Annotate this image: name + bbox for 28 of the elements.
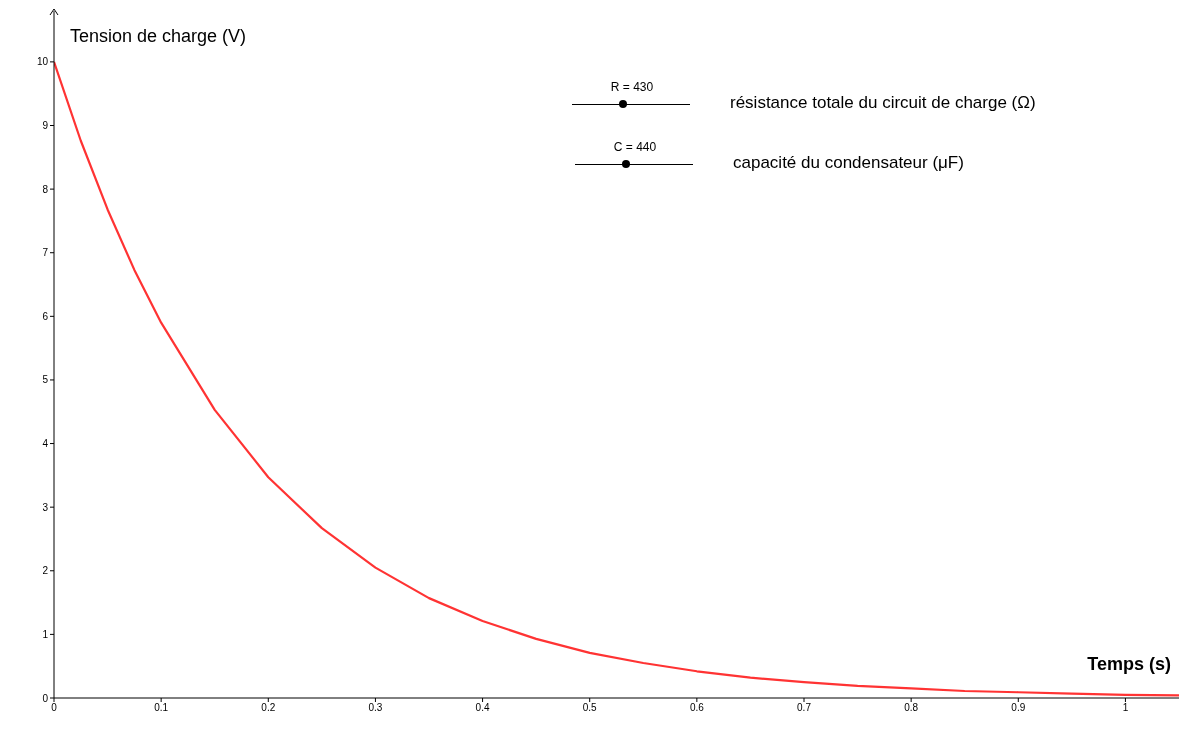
y-tick-label: 6 [42,310,49,322]
y-axis-title: Tension de charge (V) [70,26,247,47]
x-tick-label: 1 [1122,702,1129,714]
x-tick-label: 0.3 [368,702,383,714]
x-tick-label: 0.6 [689,702,705,714]
y-tick-label: 3 [42,501,49,513]
y-tick-label: 5 [42,374,49,386]
annotation: capacité du condensateur (μF) [733,153,964,173]
x-tick-label: 0.8 [904,702,919,714]
y-tick-label: 0 [42,692,49,704]
y-tick-label: 8 [42,183,49,195]
x-tick-label: 0.4 [475,702,490,714]
y-tick-label: 2 [42,565,49,577]
annotation: C = 440 [612,140,658,154]
y-tick-label: 1 [42,628,49,640]
annotation: résistance totale du circuit de charge (Ω) [730,93,1036,113]
y-tick-label: 7 [42,247,49,259]
x-tick-label: 0.5 [582,702,598,714]
x-tick-label: 0.1 [154,702,169,714]
x-tick-label: 0.9 [1011,702,1026,714]
x-tick-label: 0.7 [797,702,812,714]
y-tick-label: 4 [42,438,49,450]
y-tick-label: 9 [42,120,49,132]
x-tick-label: 0 [51,702,58,714]
x-axis-title: Temps (s) [1087,654,1171,675]
x-tick-label: 0.2 [261,702,276,714]
annotation: R = 430 [609,80,655,94]
y-tick-label: 10 [36,56,49,68]
